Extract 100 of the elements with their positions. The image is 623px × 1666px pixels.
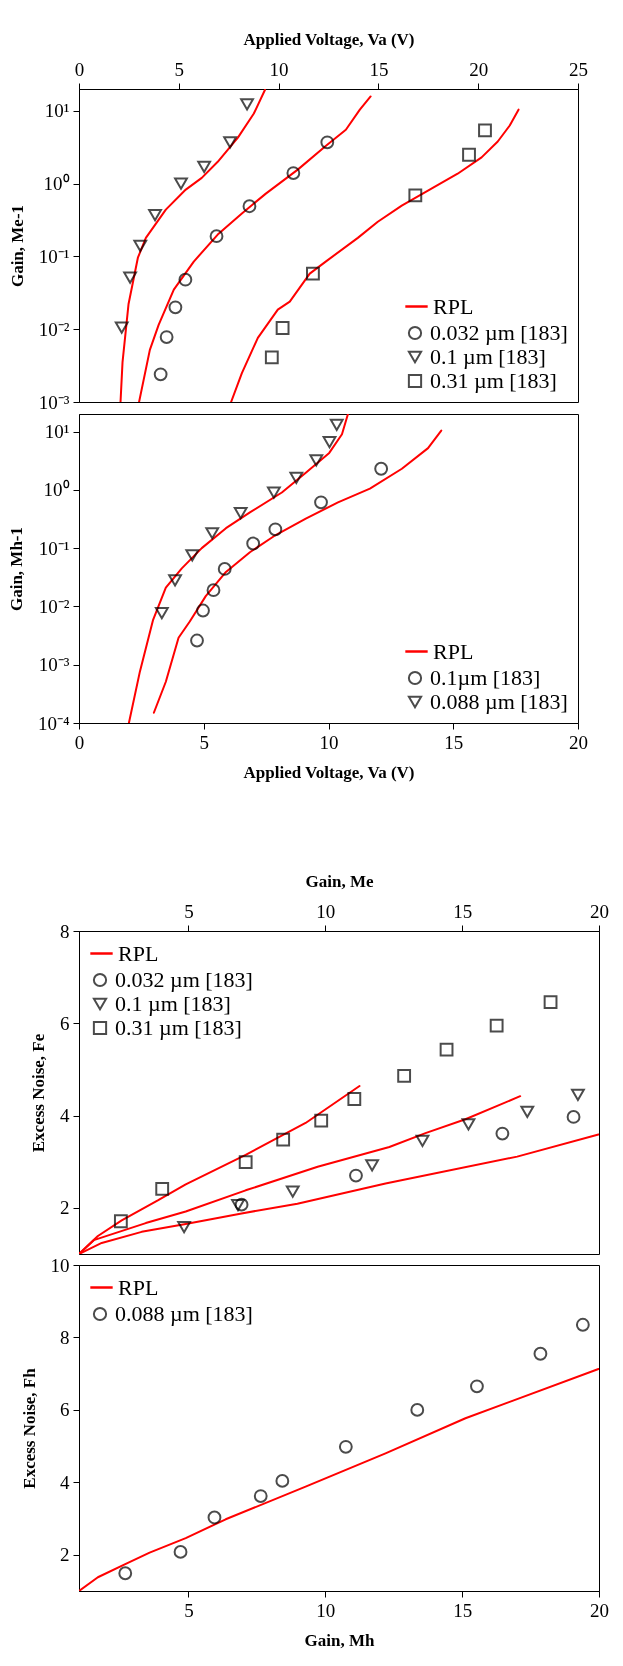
point	[275, 321, 290, 335]
point	[329, 418, 344, 432]
legend-label: 0.032 µm [183]	[430, 320, 568, 345]
point	[338, 1439, 353, 1454]
point	[276, 1132, 291, 1147]
x-tick-label: 0	[74, 731, 85, 753]
x-tick-label: 10	[269, 58, 289, 80]
point	[461, 1118, 476, 1131]
legend-label: 0.1 µm [183]	[115, 991, 231, 1016]
point	[266, 486, 281, 499]
line-series	[127, 414, 349, 723]
point	[349, 1168, 363, 1183]
point	[197, 160, 212, 174]
y-tick-label: 4	[60, 1471, 70, 1493]
y-tick-label: 10⁻³	[38, 654, 70, 676]
point	[240, 98, 254, 111]
point	[408, 188, 423, 203]
point	[314, 495, 328, 510]
point	[154, 606, 169, 620]
y-tick-label: 10⁻²	[38, 318, 70, 340]
point	[533, 1346, 548, 1361]
y-tick-label: 10¹	[44, 421, 70, 443]
point	[238, 1155, 253, 1170]
point	[185, 549, 200, 562]
point	[575, 1317, 590, 1332]
x-tick-label: 15	[444, 731, 464, 753]
legend-label: 0.31 µm [183]	[115, 1015, 242, 1040]
point	[206, 583, 221, 598]
point	[118, 1566, 133, 1581]
y-axis-title: Excess Noise, Fe	[29, 1033, 48, 1153]
point	[168, 300, 183, 315]
point	[196, 603, 210, 618]
legend-label: RPL	[118, 1274, 159, 1300]
point	[566, 1110, 581, 1124]
point	[209, 229, 224, 244]
point	[397, 1068, 412, 1083]
point	[113, 1214, 128, 1229]
y-tick-label: 10	[50, 1254, 70, 1276]
point	[462, 147, 476, 162]
point	[309, 454, 324, 467]
point	[234, 1197, 249, 1212]
point	[148, 208, 162, 222]
point	[233, 506, 248, 520]
x-tick-label: 25	[569, 58, 588, 80]
point	[268, 522, 283, 537]
point	[153, 367, 168, 382]
point	[133, 239, 148, 252]
x-tick-label: 10	[316, 900, 336, 922]
y-tick-label: 10⁻³	[38, 391, 70, 413]
point	[246, 536, 261, 551]
x-tick-label: 10	[316, 1599, 336, 1621]
y-tick-label: 10⁻⁴	[37, 712, 70, 734]
y-axis-title: Gain, Mh-1	[6, 526, 26, 612]
x-tick-label: 5	[184, 1599, 194, 1621]
x-tick-label: 20	[590, 900, 609, 922]
y-tick-label: 8	[60, 920, 70, 942]
legend-label: 0.088 µm [183]	[115, 1301, 253, 1326]
point	[439, 1042, 454, 1057]
x-tick-label: 15	[453, 1599, 473, 1621]
line-series	[119, 89, 267, 402]
point	[177, 1221, 192, 1234]
point	[205, 527, 220, 540]
point	[286, 166, 301, 180]
point	[223, 136, 238, 149]
point	[306, 266, 320, 281]
legend-label: RPL	[433, 638, 474, 664]
x-tick-label: 5	[199, 731, 209, 753]
point	[114, 321, 129, 334]
point	[231, 1198, 245, 1212]
x-tick-label: 15	[453, 900, 473, 922]
point	[478, 123, 492, 138]
x-tick-label: 20	[590, 1599, 609, 1621]
point	[168, 574, 182, 587]
point	[320, 135, 335, 150]
point	[253, 1489, 268, 1503]
y-axis-title: Gain, Me-1	[7, 204, 27, 288]
point	[159, 330, 174, 344]
y-tick-label: 8	[60, 1326, 70, 1348]
line-series	[138, 95, 372, 402]
x-axis-title: Gain, Mh	[304, 1630, 375, 1650]
point	[571, 1088, 585, 1101]
point	[347, 1092, 362, 1106]
legend-label: RPL	[433, 293, 474, 319]
point	[470, 1379, 484, 1394]
legend-label: 0.1µm [183]	[430, 665, 541, 690]
legend-label: 0.032 µm [183]	[115, 967, 253, 992]
legend-label: RPL	[118, 940, 159, 966]
y-tick-label: 10⁻²	[38, 595, 70, 617]
point	[415, 1134, 430, 1148]
point	[173, 1544, 188, 1559]
point	[495, 1126, 510, 1141]
point	[190, 633, 204, 648]
point	[264, 350, 279, 365]
y-axis-title: Excess Noise, Fh	[19, 1367, 39, 1489]
y-tick-label: 10¹	[44, 100, 70, 122]
legend-label: 0.31 µm [183]	[430, 368, 557, 393]
point	[207, 1510, 222, 1525]
point	[155, 1182, 170, 1196]
point	[275, 1473, 290, 1488]
point	[242, 199, 257, 214]
